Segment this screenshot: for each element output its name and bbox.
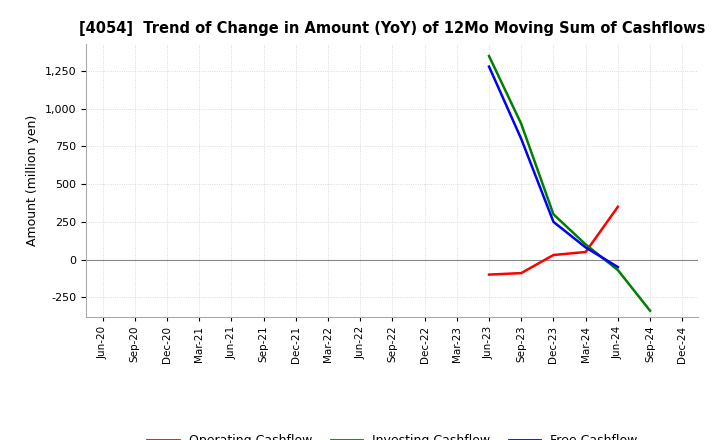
Title: [4054]  Trend of Change in Amount (YoY) of 12Mo Moving Sum of Cashflows: [4054] Trend of Change in Amount (YoY) o…: [79, 21, 706, 36]
Legend: Operating Cashflow, Investing Cashflow, Free Cashflow: Operating Cashflow, Investing Cashflow, …: [143, 429, 642, 440]
Y-axis label: Amount (million yen): Amount (million yen): [27, 115, 40, 246]
